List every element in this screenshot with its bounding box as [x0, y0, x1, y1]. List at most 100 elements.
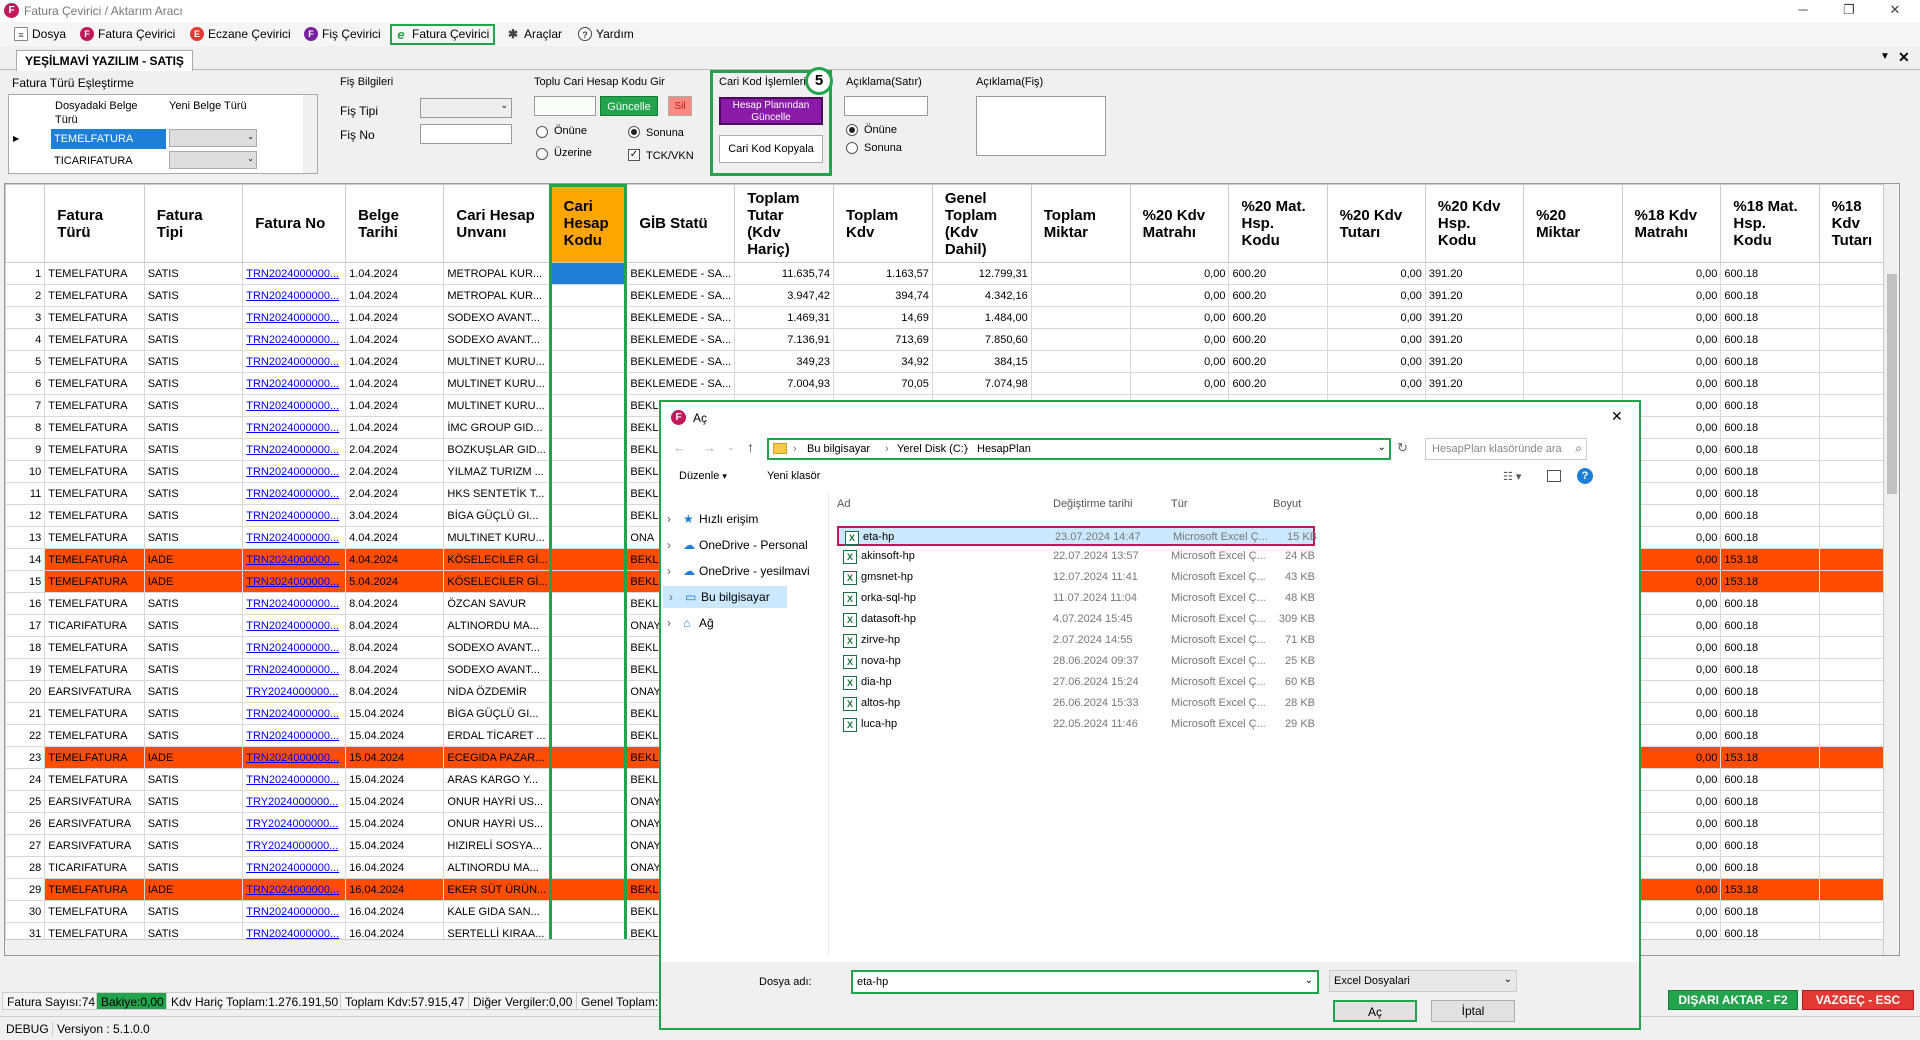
satir-onune-radio[interactable] — [846, 124, 858, 136]
aciklama-fis-input[interactable] — [976, 96, 1106, 156]
table-cell[interactable]: TRN2024000000... — [242, 350, 347, 373]
nav-item[interactable]: › ☁ OneDrive - Personal — [661, 534, 821, 556]
table-cell[interactable]: 600.18 — [1720, 482, 1820, 505]
col-header[interactable]: GİB Statü — [626, 184, 736, 263]
chevron-right-icon[interactable]: › — [667, 564, 671, 578]
table-cell[interactable]: TRN2024000000... — [242, 328, 347, 351]
col-header[interactable]: Toplam Kdv — [833, 184, 933, 263]
dialog-search-box[interactable]: HesapPlan klasöründe ara ⌕ — [1425, 438, 1587, 460]
table-cell[interactable]: 4.04.2024 — [345, 548, 445, 571]
table-cell[interactable]: SATIS — [143, 350, 244, 373]
table-cell[interactable]: 0,00 — [1621, 746, 1722, 769]
table-cell[interactable] — [550, 482, 628, 505]
chevron-down-icon[interactable]: ⌄ — [1304, 975, 1313, 986]
table-cell[interactable] — [550, 372, 628, 395]
table-row[interactable]: 6 TEMELFATURA SATIS TRN2024000000... 1.04.20… — [5, 372, 1899, 395]
table-cell[interactable]: 0,00 — [1326, 372, 1426, 395]
table-cell[interactable]: TRN2024000000... — [242, 856, 347, 879]
table-cell[interactable]: SATIS — [143, 460, 244, 483]
menu-fatura-cevirici[interactable]: F Fatura Çevirici — [78, 25, 175, 43]
fis-tipi-select[interactable]: ⌄ — [420, 98, 512, 118]
table-cell[interactable]: 600.18 — [1720, 438, 1820, 461]
table-cell[interactable]: 391.20 — [1424, 350, 1525, 373]
table-cell[interactable]: 2.04.2024 — [345, 438, 445, 461]
col-header[interactable]: %20 Kdv Hsp. Kodu — [1424, 184, 1525, 263]
table-cell[interactable]: 600.18 — [1720, 416, 1820, 439]
col-header[interactable]: %20 Kdv Matrahı — [1129, 184, 1230, 263]
path-hesapplan[interactable]: HesapPlan — [977, 443, 1031, 455]
table-cell[interactable]: SATIS — [143, 658, 244, 681]
table-cell[interactable]: 15.04.2024 — [345, 812, 445, 835]
table-cell[interactable]: 8.04.2024 — [345, 658, 445, 681]
table-cell[interactable]: NİDA ÖZDEMİR — [443, 680, 552, 703]
table-cell[interactable]: 349,23 — [734, 350, 835, 373]
table-cell[interactable]: 1.04.2024 — [345, 372, 445, 395]
table-cell[interactable]: IADE — [143, 746, 244, 769]
table-cell[interactable]: 8.04.2024 — [345, 680, 445, 703]
table-cell[interactable]: 1.484,00 — [931, 306, 1032, 329]
table-cell[interactable]: TEMELFATURA — [44, 768, 145, 791]
table-cell[interactable]: 600.18 — [1720, 460, 1820, 483]
nav-item[interactable]: › ⌂ Ağ — [661, 612, 821, 634]
table-cell[interactable]: 0,00 — [1326, 306, 1426, 329]
refresh-icon[interactable]: ↻ — [1397, 440, 1408, 455]
table-cell[interactable]: IADE — [143, 878, 244, 901]
table-cell[interactable] — [1523, 350, 1623, 373]
path-bu-bilgisayar[interactable]: Bu bilgisayar — [807, 443, 870, 455]
table-cell[interactable]: 3.947,42 — [734, 284, 835, 307]
table-cell[interactable]: SODEXO AVANT... — [443, 636, 552, 659]
table-cell[interactable]: SATIS — [143, 856, 244, 879]
table-cell[interactable]: TRN2024000000... — [242, 416, 347, 439]
nav-item[interactable]: › ★ Hızlı erişim — [661, 508, 821, 530]
onune-radio[interactable] — [536, 126, 548, 138]
table-cell[interactable]: 600.18 — [1720, 306, 1820, 329]
table-cell[interactable] — [550, 812, 628, 835]
col-header[interactable]: %20 Kdv Tutarı — [1326, 184, 1426, 263]
col-tur[interactable]: Tür — [1171, 498, 1188, 510]
table-cell[interactable]: TRY2024000000... — [242, 812, 347, 835]
open-button[interactable]: Aç — [1333, 1000, 1417, 1022]
vazgec-button[interactable]: VAZGEÇ - ESC — [1802, 990, 1914, 1010]
col-header[interactable]: Cari Hesap Unvanı — [443, 184, 552, 263]
chevron-right-icon[interactable]: › — [669, 590, 673, 604]
table-cell[interactable]: ALTINORDU MA... — [443, 614, 552, 637]
table-cell[interactable]: TRN2024000000... — [242, 570, 347, 593]
table-cell[interactable]: TEMELFATURA — [44, 900, 145, 923]
yeni-klasor-button[interactable]: Yeni klasör — [767, 470, 821, 482]
table-cell[interactable]: 153.18 — [1720, 746, 1820, 769]
table-cell[interactable]: SATIS — [143, 592, 244, 615]
table-cell[interactable]: 70,05 — [833, 372, 933, 395]
table-cell[interactable]: 15.04.2024 — [345, 724, 445, 747]
table-cell[interactable]: SATIS — [143, 702, 244, 725]
table-cell[interactable]: TRN2024000000... — [242, 878, 347, 901]
satir-sonuna-radio[interactable] — [846, 142, 858, 154]
table-cell[interactable]: KALE GIDA SAN... — [443, 900, 552, 923]
dialog-close-icon[interactable]: ✕ — [1611, 408, 1623, 424]
table-cell[interactable]: 600.18 — [1720, 328, 1820, 351]
table-cell[interactable]: TEMELFATURA — [44, 460, 145, 483]
table-cell[interactable]: ERDAL TİCARET ... — [443, 724, 552, 747]
table-cell[interactable] — [550, 394, 628, 417]
chevron-right-icon[interactable]: › — [667, 616, 671, 630]
table-cell[interactable]: BİGA GÜÇLÜ GI... — [443, 702, 552, 725]
table-cell[interactable]: 0,00 — [1326, 262, 1426, 285]
table-cell[interactable]: MULTINET KURU... — [443, 526, 552, 549]
mapping-row-1[interactable]: TEMELFATURA — [51, 129, 166, 149]
toplu-kod-input[interactable] — [534, 96, 596, 116]
table-cell[interactable]: IADE — [143, 570, 244, 593]
table-cell[interactable]: TRN2024000000... — [242, 482, 347, 505]
table-cell[interactable]: 600.18 — [1720, 504, 1820, 527]
table-cell[interactable] — [550, 306, 628, 329]
table-cell[interactable] — [550, 504, 628, 527]
table-cell[interactable]: SATIS — [143, 372, 244, 395]
table-cell[interactable]: TEMELFATURA — [44, 306, 145, 329]
table-cell[interactable]: 8.04.2024 — [345, 614, 445, 637]
table-cell[interactable]: 0,00 — [1621, 306, 1722, 329]
col-header[interactable]: %18 Mat. Hsp. Kodu — [1720, 184, 1820, 263]
table-cell[interactable] — [550, 460, 628, 483]
table-cell[interactable]: TRN2024000000... — [242, 438, 347, 461]
file-type-select[interactable]: Excel Dosyalari ⌄ — [1329, 970, 1517, 992]
